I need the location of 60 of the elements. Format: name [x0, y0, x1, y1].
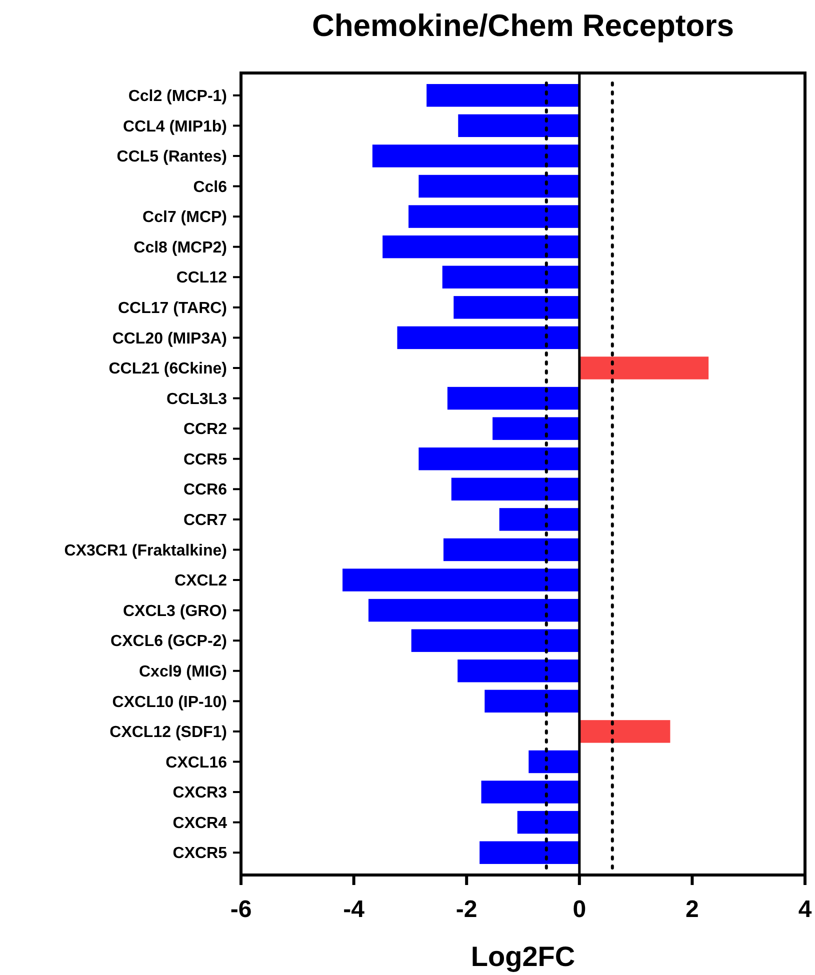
bar — [368, 598, 580, 622]
bar — [372, 144, 580, 168]
chart-title: Chemokine/Chem Receptors — [312, 8, 734, 43]
bar — [481, 780, 580, 804]
y-tick-label: Ccl8 (MCP2) — [134, 239, 227, 256]
bar — [579, 720, 670, 743]
y-tick-label: CCL17 (TARC) — [118, 300, 227, 318]
y-tick-label: CCL12 — [176, 270, 228, 287]
y-tick-label: CCL21 (6Ckine) — [108, 360, 227, 378]
x-tick-label: -2 — [456, 896, 478, 923]
y-tick-label: Ccl7 (MCP) — [142, 209, 227, 226]
bar — [447, 386, 580, 410]
x-tick-label: -6 — [230, 896, 252, 923]
y-tick-label: CXCL10 (IP-10) — [112, 694, 227, 711]
y-tick-label: CCL20 (MIP3A) — [112, 330, 227, 348]
x-tick-label: -4 — [343, 896, 366, 923]
y-tick-label: CXCL12 (SDF1) — [110, 724, 227, 742]
bar — [480, 841, 580, 864]
x-axis-title: Log2FC — [470, 941, 576, 972]
y-tick-label: CCL4 (MIP1b) — [123, 118, 227, 136]
bar — [443, 538, 580, 562]
bar — [397, 326, 580, 350]
bar — [528, 750, 580, 774]
y-tick-label: Ccl2 (MCP-1) — [128, 88, 227, 105]
bar — [382, 235, 580, 258]
y-tick-label: CXCR4 — [172, 814, 228, 832]
bar — [454, 296, 580, 319]
y-tick-label: CCR5 — [183, 451, 228, 468]
y-tick-label: CCL5 (Rantes) — [116, 148, 227, 166]
bar — [451, 478, 580, 501]
bar — [499, 508, 580, 531]
bar — [458, 114, 580, 138]
bar — [426, 84, 580, 107]
y-tick-label: Ccl6 — [193, 178, 228, 196]
bar — [492, 417, 580, 440]
x-tick-label: 0 — [572, 896, 586, 923]
x-tick-label: 2 — [686, 896, 699, 923]
bar — [342, 568, 580, 592]
bar — [579, 356, 709, 380]
y-tick-label: CCR7 — [183, 512, 228, 530]
y-tick-label: Cxcl9 (MIG) — [138, 663, 227, 680]
bar — [418, 174, 580, 198]
bar — [442, 266, 580, 288]
y-tick-label: CCL3L3 — [166, 390, 228, 408]
y-tick-label: CXCL16 — [166, 754, 228, 772]
bar — [458, 660, 580, 682]
y-tick-label: CXCL6 (GCP-2) — [110, 633, 227, 650]
y-tick-label: CCR2 — [183, 421, 228, 438]
bar — [517, 810, 580, 834]
x-tick-label: 4 — [798, 896, 812, 923]
bar — [484, 690, 580, 713]
y-tick-label: CCR6 — [183, 482, 228, 499]
bar — [418, 447, 580, 470]
y-tick-label: CX3CR1 (Fraktalkine) — [64, 542, 227, 560]
y-tick-label: CXCR3 — [172, 784, 228, 802]
y-tick-label: CXCL3 (GRO) — [123, 602, 227, 620]
y-tick-label: CXCL2 — [174, 572, 228, 590]
y-tick-label: CXCR5 — [172, 845, 228, 862]
bar — [408, 205, 580, 228]
bar — [411, 629, 580, 652]
